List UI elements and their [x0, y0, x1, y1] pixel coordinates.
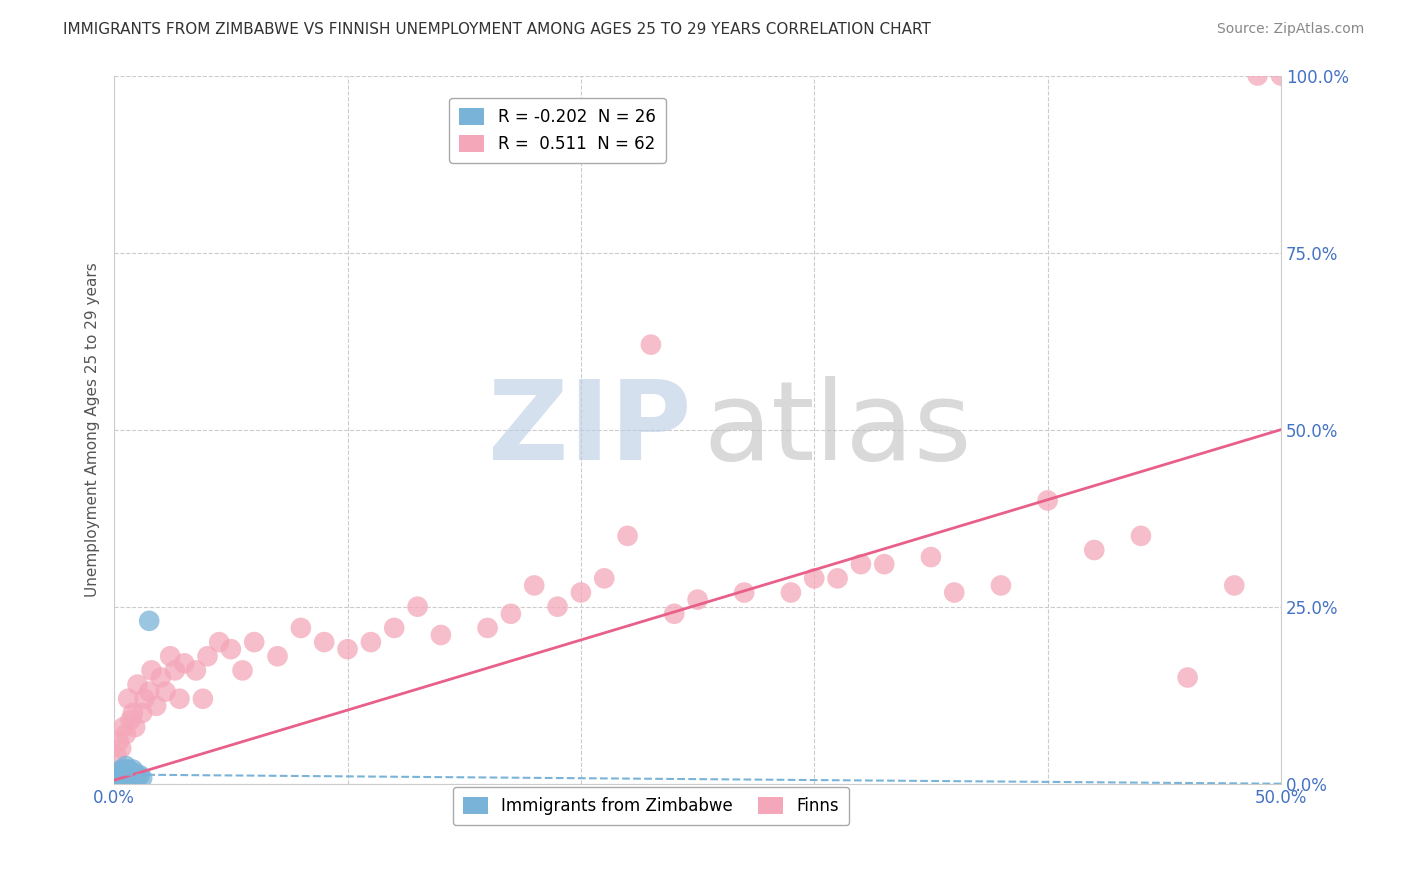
- Text: ZIP: ZIP: [488, 376, 692, 483]
- Point: [173, 657, 195, 671]
- Point: [117, 770, 139, 784]
- Point: [134, 691, 156, 706]
- Point: [112, 766, 135, 780]
- Point: [382, 621, 405, 635]
- Point: [105, 770, 128, 784]
- Text: atlas: atlas: [703, 376, 972, 483]
- Point: [108, 734, 131, 748]
- Point: [124, 766, 146, 780]
- Point: [1129, 529, 1152, 543]
- Point: [120, 766, 142, 780]
- Point: [115, 770, 138, 784]
- Point: [430, 628, 453, 642]
- Y-axis label: Unemployment Among Ages 25 to 29 years: Unemployment Among Ages 25 to 29 years: [86, 262, 100, 597]
- Point: [920, 550, 942, 565]
- Point: [314, 635, 336, 649]
- Point: [943, 585, 966, 599]
- Point: [1246, 69, 1268, 83]
- Point: [159, 649, 181, 664]
- Point: [110, 771, 132, 785]
- Point: [131, 771, 153, 785]
- Point: [138, 614, 160, 628]
- Point: [664, 607, 686, 621]
- Point: [121, 770, 143, 784]
- Point: [593, 571, 616, 585]
- Point: [547, 599, 569, 614]
- Point: [477, 621, 499, 635]
- Point: [208, 635, 231, 649]
- Point: [120, 771, 142, 785]
- Point: [360, 635, 382, 649]
- Point: [112, 771, 135, 785]
- Point: [569, 585, 592, 599]
- Point: [1177, 671, 1199, 685]
- Point: [117, 763, 139, 777]
- Point: [128, 768, 150, 782]
- Point: [803, 571, 825, 585]
- Point: [616, 529, 638, 543]
- Point: [163, 664, 186, 678]
- Point: [733, 585, 755, 599]
- Text: Source: ZipAtlas.com: Source: ZipAtlas.com: [1216, 22, 1364, 37]
- Legend: Immigrants from Zimbabwe, Finns: Immigrants from Zimbabwe, Finns: [453, 787, 849, 825]
- Point: [1036, 493, 1059, 508]
- Point: [105, 748, 128, 763]
- Point: [990, 578, 1012, 592]
- Point: [127, 677, 149, 691]
- Point: [243, 635, 266, 649]
- Point: [184, 664, 207, 678]
- Point: [141, 664, 163, 678]
- Point: [231, 664, 253, 678]
- Point: [121, 763, 143, 777]
- Point: [115, 727, 138, 741]
- Point: [336, 642, 359, 657]
- Point: [780, 585, 803, 599]
- Point: [1270, 69, 1292, 83]
- Point: [290, 621, 312, 635]
- Point: [849, 557, 872, 571]
- Point: [108, 770, 131, 784]
- Point: [127, 770, 149, 784]
- Point: [131, 706, 153, 720]
- Point: [1223, 578, 1246, 592]
- Point: [1083, 543, 1105, 558]
- Point: [686, 592, 709, 607]
- Point: [169, 691, 191, 706]
- Point: [105, 773, 128, 788]
- Point: [108, 766, 131, 780]
- Text: IMMIGRANTS FROM ZIMBABWE VS FINNISH UNEMPLOYMENT AMONG AGES 25 TO 29 YEARS CORRE: IMMIGRANTS FROM ZIMBABWE VS FINNISH UNEM…: [63, 22, 931, 37]
- Point: [827, 571, 849, 585]
- Point: [406, 599, 429, 614]
- Point: [499, 607, 522, 621]
- Point: [124, 720, 146, 734]
- Point: [110, 763, 132, 777]
- Point: [115, 759, 138, 773]
- Point: [115, 773, 138, 788]
- Point: [138, 684, 160, 698]
- Point: [191, 691, 214, 706]
- Point: [108, 773, 131, 788]
- Point: [110, 768, 132, 782]
- Point: [155, 684, 177, 698]
- Point: [112, 720, 135, 734]
- Point: [121, 706, 143, 720]
- Point: [523, 578, 546, 592]
- Point: [110, 741, 132, 756]
- Point: [112, 763, 135, 777]
- Point: [219, 642, 242, 657]
- Point: [149, 671, 172, 685]
- Point: [640, 337, 662, 351]
- Point: [110, 773, 132, 788]
- Point: [873, 557, 896, 571]
- Point: [197, 649, 219, 664]
- Point: [117, 691, 139, 706]
- Point: [145, 698, 167, 713]
- Point: [120, 713, 142, 727]
- Point: [266, 649, 288, 664]
